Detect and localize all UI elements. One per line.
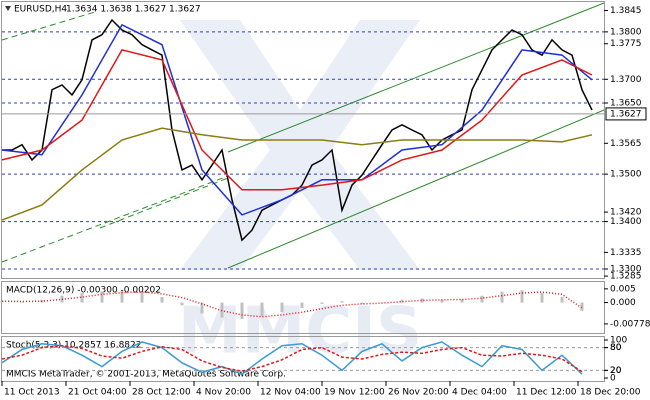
x-tick-label: 28 Oct 12:00 [132, 388, 191, 398]
level-label: 1.3400 [610, 217, 642, 227]
symbol-icon [5, 6, 11, 11]
histogram-bar [260, 302, 264, 317]
x-tick-label: 19 Nov 12:00 [324, 388, 385, 398]
histogram-bar [520, 290, 524, 303]
y-tick-label: 20 [610, 366, 622, 376]
histogram-bar [540, 292, 544, 303]
x-tick-label: 4 Nov 20:00 [196, 388, 251, 398]
y-tick-label: -0.00778 [610, 319, 650, 329]
y-tick-label: 1.3565 [610, 139, 642, 149]
x-tick-label: 21 Oct 04:00 [68, 388, 127, 398]
histogram-bar [180, 302, 184, 306]
last-price-box [605, 107, 647, 121]
histogram-bar [440, 299, 444, 303]
level-label: 1.3300 [610, 264, 642, 274]
watermark-logo [180, 20, 420, 270]
histogram-bar [400, 299, 404, 303]
panel-frames [1, 1, 605, 382]
quote: 1.3634 1.3638 1.3627 1.3627 [66, 5, 201, 15]
histogram-bar [100, 291, 104, 303]
histogram-bar [480, 295, 484, 303]
symbol: EURUSD,H4 [14, 5, 67, 15]
histogram-bar [160, 297, 164, 303]
macd-title: MACD(12,26,9) -0.00300 -0.00202 [6, 286, 161, 296]
y-tick-label: 0 [610, 374, 616, 384]
histogram-bar [560, 297, 564, 303]
x-tick-label: 26 Nov 20:00 [388, 388, 449, 398]
series-line [1, 341, 583, 376]
histogram-bar [580, 302, 584, 311]
histogram-bar [460, 299, 464, 303]
stoch-title: Stoch(5,3,3) 10.2857 16.8822 [6, 341, 141, 351]
level-label: 80 [610, 343, 622, 353]
x-tick-label: 18 Dec 20:00 [580, 388, 641, 398]
y-tick-label: 1.3285 [610, 272, 642, 282]
histogram-bar [300, 302, 304, 309]
histogram-bar [20, 302, 24, 304]
y-tick-label: 0.005 [610, 284, 636, 294]
histogram-bar [280, 302, 284, 313]
series-line [1, 49, 593, 191]
y-tick-label: 0.000 [610, 298, 636, 308]
y-tick-label: 1.3775 [610, 39, 642, 49]
copyright: MMCIS MetaTrader, © 2001-2013, MetaQuote… [6, 370, 286, 380]
level-label: 1.3650 [610, 99, 642, 109]
x-tick-label: 11 Oct 2013 [4, 388, 60, 398]
histogram-bar [420, 298, 424, 303]
x-tick-label: 11 Dec 12:00 [516, 388, 577, 398]
y-tick-label: 1.3420 [610, 208, 642, 218]
histogram-bar [200, 302, 204, 314]
x-tick-label: 4 Dec 04:00 [452, 388, 507, 398]
x-tick-label: 12 Nov 04:00 [260, 388, 321, 398]
histogram-bar [320, 302, 324, 304]
level-label: 20 [610, 366, 622, 376]
y-tick-label: 80 [610, 343, 622, 353]
histogram-bar [80, 292, 84, 303]
histogram-bar [360, 302, 364, 304]
histogram-bar [140, 292, 144, 303]
histogram-bar [120, 291, 124, 303]
watermark: MMCIS [178, 295, 422, 369]
y-tick-label: 100 [610, 336, 627, 346]
last-price-label: 1.3627 [610, 109, 642, 119]
series-line [1, 127, 593, 221]
histogram-bar [240, 302, 244, 320]
trend-channel [1, 2, 605, 269]
series-line [1, 344, 583, 373]
level-label: 1.3500 [610, 170, 642, 180]
y-tick-label: 1.3845 [610, 6, 642, 16]
y-tick-label: 1.3335 [610, 248, 642, 258]
level-label: 1.3700 [610, 75, 642, 85]
histogram-bar [40, 299, 44, 303]
level-label: 1.3800 [610, 27, 642, 37]
series-line [2, 18, 593, 242]
histogram-bar [500, 291, 504, 303]
series-line [1, 23, 593, 216]
histogram-bar [340, 301, 344, 303]
